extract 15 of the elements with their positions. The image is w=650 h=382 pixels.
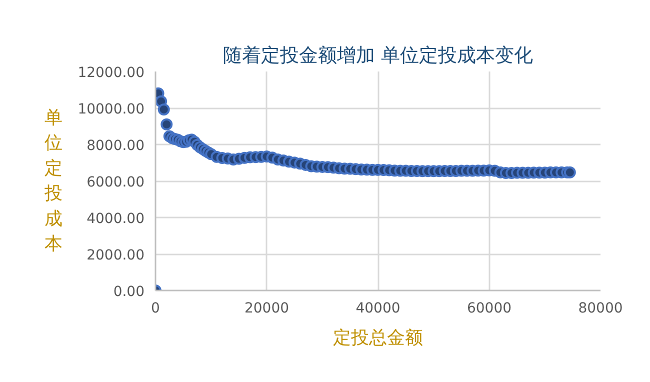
y-tick-label: 10000.00 <box>78 102 145 118</box>
y-tick-label: 4000.00 <box>86 211 145 227</box>
x-tick-label: 20000 <box>244 300 290 316</box>
y-tick-label: 12000.00 <box>78 65 145 81</box>
x-tick-label: 0 <box>151 300 160 316</box>
y-axis-title: 单位定投成本 <box>44 108 63 254</box>
x-tick-label: 80000 <box>578 300 623 316</box>
x-tick-label: 60000 <box>466 300 512 316</box>
x-axis-title: 定投总金额 <box>333 328 423 348</box>
chart-title: 随着定投金额增加 单位定投成本变化 <box>222 44 534 66</box>
y-tick-label: 2000.00 <box>86 248 145 264</box>
y-tick-label: 8000.00 <box>86 138 145 154</box>
y-tick-label: 6000.00 <box>86 174 145 190</box>
y-tick-label: 0.00 <box>113 284 144 300</box>
x-tick-label: 40000 <box>356 300 400 316</box>
